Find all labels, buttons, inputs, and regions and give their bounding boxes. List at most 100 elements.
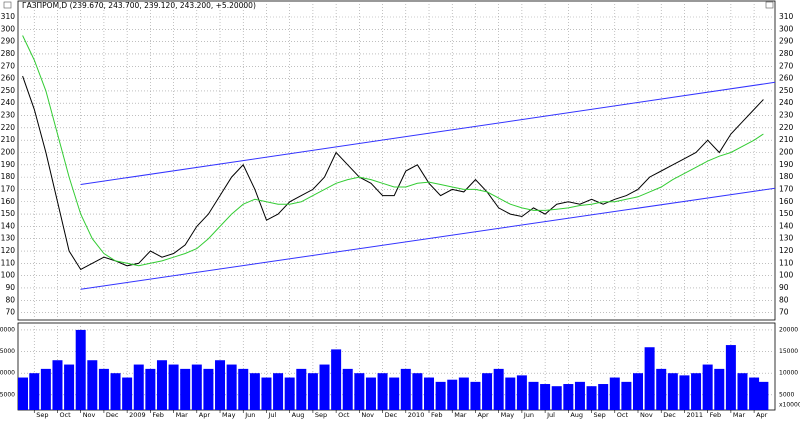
- close-icon[interactable]: [765, 1, 774, 9]
- y-tick-label-right: 200: [779, 147, 794, 156]
- volume-bar: [493, 368, 504, 410]
- volume-bar: [505, 377, 516, 410]
- x-tick-label: Oct: [617, 411, 629, 419]
- volume-bar: [226, 364, 237, 410]
- x-tick-label: Oct: [338, 411, 350, 419]
- volume-bar: [110, 373, 121, 410]
- y-tick-label: 260: [1, 74, 16, 83]
- volume-bar: [400, 368, 411, 410]
- y-tick-label-right: 110: [779, 258, 794, 267]
- volume-bar: [307, 373, 318, 410]
- volume-bar: [679, 375, 690, 410]
- volume-bar: [412, 373, 423, 410]
- y-tick-label: 90: [5, 283, 15, 292]
- x-tick-label: 2009: [129, 411, 146, 419]
- volume-bar: [273, 373, 284, 410]
- y-tick-label-right: 170: [779, 184, 794, 193]
- volume-bar: [656, 368, 667, 410]
- price-line: [22, 75, 764, 271]
- channel-line: [80, 81, 776, 185]
- volume-bar: [749, 377, 760, 410]
- x-tick-label: Feb: [152, 411, 164, 419]
- x-tick-label: Jul: [267, 411, 276, 419]
- volume-bar: [191, 364, 202, 410]
- volume-bar: [145, 368, 156, 410]
- volume-bar: [342, 368, 353, 410]
- y-tick-label-right: 100: [779, 271, 794, 280]
- volume-bar: [482, 373, 493, 410]
- volume-bar: [632, 373, 643, 410]
- y-tick-label-right: 140: [779, 221, 794, 230]
- y-tick-label: 270: [1, 61, 16, 70]
- volume-bar: [75, 329, 86, 410]
- x-tick-label: Nov: [83, 411, 96, 419]
- x-tick-label: May: [222, 411, 236, 419]
- y-tick-label-right: 270: [779, 61, 794, 70]
- y-tick-label: 5000: [0, 391, 15, 398]
- volume-bar: [528, 381, 539, 410]
- volume-bar: [598, 384, 609, 410]
- volume-bar: [737, 373, 748, 410]
- y-tick-label-right: 190: [779, 160, 794, 169]
- volume-bar: [261, 377, 272, 410]
- y-tick-label-right: 300: [779, 24, 794, 33]
- volume-bar: [215, 360, 226, 410]
- volume-bar: [435, 381, 446, 410]
- y-tick-label-right: 220: [779, 123, 794, 132]
- x-tick-label: Mar: [176, 411, 189, 419]
- volume-bar: [470, 381, 481, 410]
- y-tick-label-right: 210: [779, 135, 794, 144]
- y-tick-label: 20000: [0, 326, 15, 333]
- y-tick-label-right: 280: [779, 49, 794, 58]
- volume-bar: [458, 377, 469, 410]
- volume-bar: [319, 364, 330, 410]
- y-tick-label: 130: [1, 234, 16, 243]
- window-icon[interactable]: [3, 1, 12, 9]
- y-tick-label-right: 310: [779, 12, 794, 21]
- volume-bar: [122, 377, 133, 410]
- x-tick-label: Sep: [315, 411, 327, 419]
- volume-bar: [667, 373, 678, 410]
- volume-bar: [29, 373, 40, 410]
- y-tick-label-right: 20000: [779, 326, 798, 333]
- y-tick-label: 310: [1, 12, 16, 21]
- y-tick-label-right: 150: [779, 209, 794, 218]
- y-tick-label: 280: [1, 49, 16, 58]
- volume-bar: [563, 384, 574, 410]
- x-tick-label: 2011: [686, 411, 703, 419]
- x-tick-label: Apr: [477, 411, 489, 419]
- y-tick-label-right: 260: [779, 74, 794, 83]
- x-tick-label: Aug: [292, 411, 305, 419]
- volume-bar: [377, 373, 388, 410]
- y-tick-label: 170: [1, 184, 16, 193]
- volume-bar: [644, 347, 655, 410]
- x-tick-label: Mar: [454, 411, 467, 419]
- volume-bar: [52, 360, 63, 410]
- y-tick-label-right: 240: [779, 98, 794, 107]
- y-tick-label: 15000: [0, 348, 15, 355]
- volume-multiplier: x10000: [779, 402, 800, 409]
- price-line: [22, 35, 764, 267]
- volume-bar: [365, 377, 376, 410]
- y-tick-label-right: 120: [779, 246, 794, 255]
- y-tick-label: 220: [1, 123, 16, 132]
- y-tick-label-right: 250: [779, 86, 794, 95]
- y-tick-label-right: 180: [779, 172, 794, 181]
- y-tick-label: 290: [1, 37, 16, 46]
- x-tick-label: Dec: [385, 411, 398, 419]
- volume-bar: [18, 377, 28, 410]
- volume-bar: [331, 349, 342, 410]
- x-tick-label: Nov: [640, 411, 653, 419]
- volume-bar: [702, 364, 713, 410]
- y-tick-label: 180: [1, 172, 16, 181]
- x-tick-label: Jun: [244, 411, 255, 419]
- volume-bar: [609, 377, 620, 410]
- y-tick-label-right: 90: [779, 283, 789, 292]
- volume-bar: [725, 345, 736, 410]
- price-panel: [17, 0, 776, 321]
- volume-bar: [238, 368, 249, 410]
- volume-bar: [156, 360, 167, 410]
- y-tick-label: 300: [1, 24, 16, 33]
